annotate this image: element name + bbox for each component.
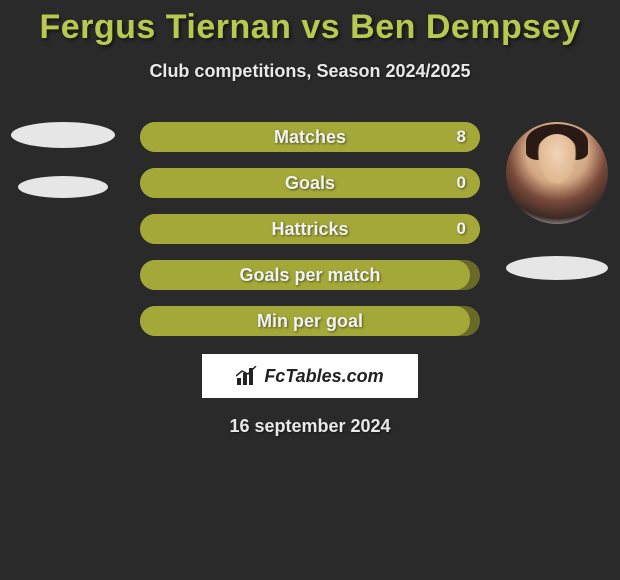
stat-bars: Matches 8 Goals 0 Hattricks 0 Goals per … [140, 112, 480, 336]
bar-row-min-per-goal: Min per goal [140, 306, 480, 336]
bar-value: 0 [457, 168, 466, 198]
bar-label: Min per goal [140, 306, 480, 336]
bar-label: Matches [140, 122, 480, 152]
bar-value: 8 [457, 122, 466, 152]
right-player-col [502, 122, 612, 308]
bar-label: Goals [140, 168, 480, 198]
left-ellipse-2 [18, 176, 108, 198]
bar-value: 0 [457, 214, 466, 244]
bar-row-goals-per-match: Goals per match [140, 260, 480, 290]
right-ellipse-1 [506, 256, 608, 280]
page-title: Fergus Tiernan vs Ben Dempsey [0, 0, 620, 47]
bar-row-matches: Matches 8 [140, 122, 480, 152]
logo-text: FcTables.com [264, 366, 383, 387]
date-text: 16 september 2024 [0, 416, 620, 437]
stats-area: Matches 8 Goals 0 Hattricks 0 Goals per … [0, 112, 620, 437]
logo-box: FcTables.com [202, 354, 418, 398]
bar-row-goals: Goals 0 [140, 168, 480, 198]
bar-label: Hattricks [140, 214, 480, 244]
subtitle: Club competitions, Season 2024/2025 [0, 61, 620, 82]
chart-icon [236, 366, 258, 386]
bar-label: Goals per match [140, 260, 480, 290]
left-player-col [8, 122, 118, 226]
right-player-avatar [506, 122, 608, 224]
bar-row-hattricks: Hattricks 0 [140, 214, 480, 244]
left-ellipse-1 [11, 122, 115, 148]
